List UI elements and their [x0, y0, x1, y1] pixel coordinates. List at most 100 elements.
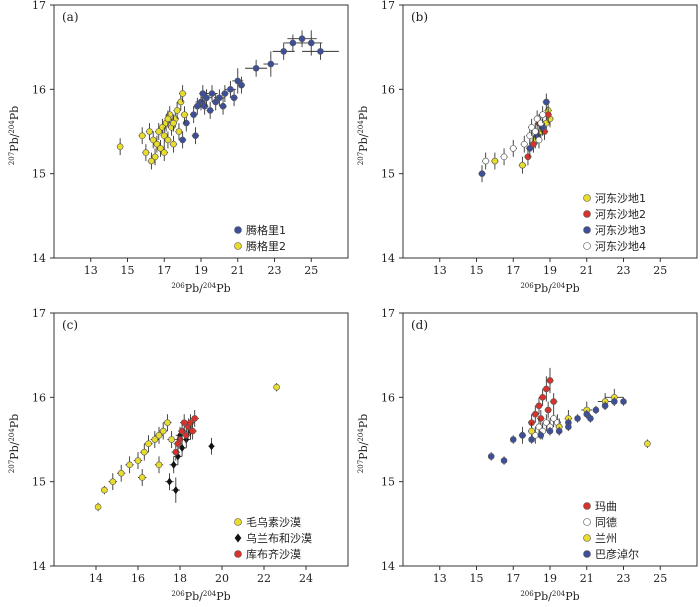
- data-point: [190, 111, 197, 118]
- panel-label: (b): [411, 10, 428, 24]
- data-point: [592, 406, 600, 414]
- data-point: [307, 39, 315, 47]
- data-point: [539, 394, 546, 401]
- data-point: [544, 406, 552, 414]
- data-point: [138, 474, 146, 481]
- y-tick-label: 17: [381, 307, 395, 320]
- data-point: [164, 115, 172, 123]
- data-point: [164, 419, 171, 426]
- data-point: [543, 385, 550, 393]
- data-point: [289, 39, 297, 47]
- x-axis-label: 206Pb/204Pb: [520, 590, 579, 603]
- x-tick-label: 14: [89, 572, 103, 585]
- data-point: [203, 94, 210, 102]
- data-point: [134, 457, 142, 464]
- x-tick-label: 13: [433, 264, 447, 277]
- data-point: [151, 153, 159, 161]
- data-point: [101, 486, 108, 494]
- data-point: [157, 145, 164, 152]
- data-point: [183, 431, 190, 439]
- data-point: [550, 398, 557, 405]
- legend-label: 巴彦淖尔: [595, 547, 639, 561]
- legend-marker: [234, 533, 242, 543]
- data-point: [509, 436, 517, 443]
- legend-marker: [583, 550, 591, 558]
- data-point: [170, 119, 177, 127]
- x-tick-label: 24: [299, 572, 313, 585]
- data-point: [189, 427, 196, 435]
- legend-label: 腾格里1: [246, 223, 286, 237]
- legend-marker: [234, 226, 242, 234]
- data-point: [280, 48, 287, 55]
- panel-a: 13 15 17 19 21 23 2514151617206Pb/204Pb207Pb/2…: [8, 0, 349, 295]
- data-point: [199, 90, 207, 97]
- legend-label: 兰州: [595, 532, 617, 545]
- data-point: [546, 427, 554, 435]
- data-point: [151, 436, 159, 443]
- legend-marker: [234, 550, 242, 558]
- plot-frame: [402, 312, 698, 567]
- y-tick-label: 15: [32, 476, 46, 489]
- data-point: [180, 419, 188, 426]
- x-axis-label: 206Pb/204Pb: [520, 282, 579, 295]
- data-point: [539, 111, 546, 118]
- legend-label: 河东沙地2: [595, 208, 646, 221]
- data-point: [149, 136, 157, 144]
- x-tick-label: 17: [157, 264, 171, 277]
- data-point: [172, 448, 180, 456]
- data-point: [535, 423, 543, 431]
- y-tick-label: 14: [32, 252, 46, 265]
- y-tick-label: 17: [32, 0, 46, 12]
- x-tick-label: 15: [470, 572, 484, 585]
- data-point: [146, 128, 153, 135]
- data-point: [155, 431, 163, 439]
- data-point: [535, 136, 543, 144]
- y-tick-label: 16: [32, 391, 46, 404]
- data-point: [166, 477, 173, 486]
- legend-label: 乌兰布和沙漠: [246, 531, 312, 545]
- legend-marker: [583, 226, 591, 234]
- x-tick-label: 18: [173, 572, 187, 585]
- legend-marker: [583, 242, 591, 250]
- data-point: [138, 132, 146, 140]
- x-tick-label: 13: [433, 572, 447, 585]
- data-point: [509, 145, 517, 152]
- y-axis-label: 207Pb/204Pb: [8, 106, 21, 165]
- data-point: [587, 415, 594, 422]
- series-2: [165, 422, 215, 503]
- data-point: [519, 431, 526, 439]
- data-point: [170, 140, 177, 148]
- data-point: [533, 115, 541, 123]
- x-tick-label: 21: [580, 572, 594, 585]
- data-point: [174, 440, 182, 448]
- data-point: [126, 461, 133, 469]
- data-point: [194, 102, 201, 110]
- legend-marker: [583, 194, 591, 202]
- data-point: [94, 503, 102, 511]
- data-point: [526, 145, 534, 152]
- x-tick-label: 22: [257, 572, 271, 585]
- data-point: [116, 143, 124, 150]
- data-point: [159, 427, 167, 435]
- panel-label: (a): [62, 10, 79, 24]
- data-point: [173, 107, 181, 114]
- data-point: [168, 436, 175, 443]
- data-point: [155, 461, 163, 469]
- data-point: [181, 111, 188, 118]
- legend: 河东沙地1 河东沙地2 河东沙地3 河东沙地4: [583, 192, 646, 253]
- data-point: [160, 132, 168, 140]
- data-point: [487, 453, 495, 460]
- data-point: [170, 460, 177, 469]
- y-tick-label: 15: [32, 168, 46, 181]
- legend-label: 库布齐沙漠: [246, 547, 301, 561]
- x-tick-label: 23: [268, 264, 282, 277]
- y-axis-label: 207Pb/204Pb: [357, 414, 370, 473]
- x-tick-label: 16: [131, 572, 145, 585]
- x-tick-label: 21: [580, 264, 594, 277]
- legend-label: 毛乌素沙漠: [246, 515, 301, 529]
- data-point: [208, 90, 216, 97]
- data-point: [574, 415, 581, 422]
